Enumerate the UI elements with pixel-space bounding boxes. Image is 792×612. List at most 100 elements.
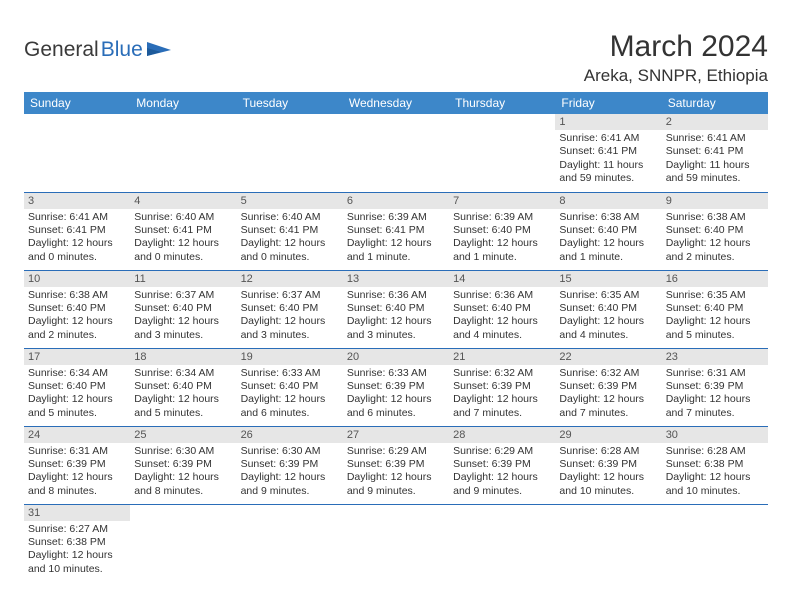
- day-data: Sunrise: 6:35 AMSunset: 6:40 PMDaylight:…: [662, 287, 768, 345]
- day-cell: 3Sunrise: 6:41 AMSunset: 6:41 PMDaylight…: [24, 192, 130, 270]
- day-header: Saturday: [662, 92, 768, 114]
- day-data: Sunrise: 6:36 AMSunset: 6:40 PMDaylight:…: [343, 287, 449, 345]
- day-number: 28: [449, 427, 555, 443]
- day-cell: 22Sunrise: 6:32 AMSunset: 6:39 PMDayligh…: [555, 348, 661, 426]
- day-data-line: Sunset: 6:39 PM: [559, 458, 657, 471]
- day-data-line: and 3 minutes.: [134, 329, 232, 342]
- day-cell: 9Sunrise: 6:38 AMSunset: 6:40 PMDaylight…: [662, 192, 768, 270]
- page-header: General Blue March 2024 Areka, SNNPR, Et…: [24, 30, 768, 86]
- day-data: Sunrise: 6:41 AMSunset: 6:41 PMDaylight:…: [555, 130, 661, 188]
- day-cell: [662, 504, 768, 582]
- day-data-line: Sunset: 6:39 PM: [453, 380, 551, 393]
- day-data: Sunrise: 6:38 AMSunset: 6:40 PMDaylight:…: [24, 287, 130, 345]
- day-data: Sunrise: 6:34 AMSunset: 6:40 PMDaylight:…: [24, 365, 130, 423]
- day-data-line: Sunset: 6:39 PM: [666, 380, 764, 393]
- day-data-line: Sunset: 6:41 PM: [347, 224, 445, 237]
- day-data-line: Daylight: 12 hours: [559, 237, 657, 250]
- day-cell: [130, 114, 236, 192]
- day-number: 25: [130, 427, 236, 443]
- day-number: 9: [662, 193, 768, 209]
- day-data-line: Sunrise: 6:41 AM: [28, 211, 126, 224]
- day-data-line: Sunset: 6:40 PM: [666, 302, 764, 315]
- day-header-row: Sunday Monday Tuesday Wednesday Thursday…: [24, 92, 768, 114]
- day-cell: 30Sunrise: 6:28 AMSunset: 6:38 PMDayligh…: [662, 426, 768, 504]
- day-number: 29: [555, 427, 661, 443]
- day-number: 20: [343, 349, 449, 365]
- day-data-line: Sunset: 6:38 PM: [28, 536, 126, 549]
- day-data-line: Daylight: 11 hours: [559, 159, 657, 172]
- day-data-line: Sunrise: 6:29 AM: [453, 445, 551, 458]
- day-data-line: and 2 minutes.: [28, 329, 126, 342]
- day-cell: 14Sunrise: 6:36 AMSunset: 6:40 PMDayligh…: [449, 270, 555, 348]
- day-data-line: Sunset: 6:41 PM: [559, 145, 657, 158]
- month-title: March 2024: [584, 30, 768, 64]
- day-data-line: Sunset: 6:39 PM: [28, 458, 126, 471]
- day-data-line: Daylight: 12 hours: [453, 471, 551, 484]
- day-number: 4: [130, 193, 236, 209]
- day-header: Sunday: [24, 92, 130, 114]
- day-data-line: Sunset: 6:41 PM: [28, 224, 126, 237]
- day-header: Tuesday: [237, 92, 343, 114]
- day-data-line: Daylight: 12 hours: [347, 393, 445, 406]
- calendar-body: 1Sunrise: 6:41 AMSunset: 6:41 PMDaylight…: [24, 114, 768, 582]
- day-data: Sunrise: 6:38 AMSunset: 6:40 PMDaylight:…: [662, 209, 768, 267]
- day-data-line: Sunrise: 6:38 AM: [28, 289, 126, 302]
- day-data-line: and 6 minutes.: [241, 407, 339, 420]
- day-data-line: and 0 minutes.: [241, 251, 339, 264]
- day-number: 19: [237, 349, 343, 365]
- day-number: 27: [343, 427, 449, 443]
- day-cell: 27Sunrise: 6:29 AMSunset: 6:39 PMDayligh…: [343, 426, 449, 504]
- day-data-line: Sunset: 6:39 PM: [134, 458, 232, 471]
- day-data-line: Sunrise: 6:32 AM: [453, 367, 551, 380]
- day-data-line: Daylight: 12 hours: [134, 315, 232, 328]
- day-cell: [237, 114, 343, 192]
- day-data: Sunrise: 6:33 AMSunset: 6:39 PMDaylight:…: [343, 365, 449, 423]
- day-data-line: Sunset: 6:40 PM: [28, 302, 126, 315]
- day-data-line: Sunset: 6:40 PM: [241, 380, 339, 393]
- day-data-line: and 10 minutes.: [559, 485, 657, 498]
- day-cell: 11Sunrise: 6:37 AMSunset: 6:40 PMDayligh…: [130, 270, 236, 348]
- day-data-line: Daylight: 12 hours: [347, 471, 445, 484]
- week-row: 10Sunrise: 6:38 AMSunset: 6:40 PMDayligh…: [24, 270, 768, 348]
- day-data-line: Daylight: 12 hours: [241, 393, 339, 406]
- day-data-line: and 7 minutes.: [453, 407, 551, 420]
- day-data-line: Sunset: 6:40 PM: [559, 224, 657, 237]
- day-data: Sunrise: 6:34 AMSunset: 6:40 PMDaylight:…: [130, 365, 236, 423]
- day-data-line: Daylight: 12 hours: [28, 549, 126, 562]
- day-number: 22: [555, 349, 661, 365]
- day-number: 13: [343, 271, 449, 287]
- day-data-line: Sunrise: 6:35 AM: [666, 289, 764, 302]
- day-number: 31: [24, 505, 130, 521]
- day-data-line: Daylight: 12 hours: [28, 393, 126, 406]
- day-data: Sunrise: 6:39 AMSunset: 6:40 PMDaylight:…: [449, 209, 555, 267]
- day-data-line: Sunrise: 6:29 AM: [347, 445, 445, 458]
- day-number: 5: [237, 193, 343, 209]
- day-data: Sunrise: 6:41 AMSunset: 6:41 PMDaylight:…: [24, 209, 130, 267]
- day-data: Sunrise: 6:41 AMSunset: 6:41 PMDaylight:…: [662, 130, 768, 188]
- day-data-line: and 3 minutes.: [241, 329, 339, 342]
- title-block: March 2024 Areka, SNNPR, Ethiopia: [584, 30, 768, 86]
- day-data-line: Daylight: 12 hours: [28, 471, 126, 484]
- day-data-line: Daylight: 12 hours: [666, 471, 764, 484]
- day-data-line: Sunset: 6:40 PM: [28, 380, 126, 393]
- day-cell: [449, 504, 555, 582]
- day-cell: 13Sunrise: 6:36 AMSunset: 6:40 PMDayligh…: [343, 270, 449, 348]
- day-data-line: Sunrise: 6:31 AM: [28, 445, 126, 458]
- day-data-line: and 10 minutes.: [666, 485, 764, 498]
- day-data-line: Sunset: 6:40 PM: [559, 302, 657, 315]
- day-data-line: and 5 minutes.: [134, 407, 232, 420]
- day-number: 3: [24, 193, 130, 209]
- day-data-line: Sunrise: 6:37 AM: [134, 289, 232, 302]
- day-data: Sunrise: 6:28 AMSunset: 6:38 PMDaylight:…: [662, 443, 768, 501]
- day-data-line: Daylight: 11 hours: [666, 159, 764, 172]
- day-data: Sunrise: 6:38 AMSunset: 6:40 PMDaylight:…: [555, 209, 661, 267]
- day-data: Sunrise: 6:33 AMSunset: 6:40 PMDaylight:…: [237, 365, 343, 423]
- day-cell: 10Sunrise: 6:38 AMSunset: 6:40 PMDayligh…: [24, 270, 130, 348]
- day-data-line: Sunrise: 6:34 AM: [28, 367, 126, 380]
- brand-part2: Blue: [101, 38, 143, 62]
- day-data: Sunrise: 6:31 AMSunset: 6:39 PMDaylight:…: [662, 365, 768, 423]
- day-data-line: Sunset: 6:40 PM: [241, 302, 339, 315]
- day-data: Sunrise: 6:36 AMSunset: 6:40 PMDaylight:…: [449, 287, 555, 345]
- day-data-line: and 3 minutes.: [347, 329, 445, 342]
- day-cell: 1Sunrise: 6:41 AMSunset: 6:41 PMDaylight…: [555, 114, 661, 192]
